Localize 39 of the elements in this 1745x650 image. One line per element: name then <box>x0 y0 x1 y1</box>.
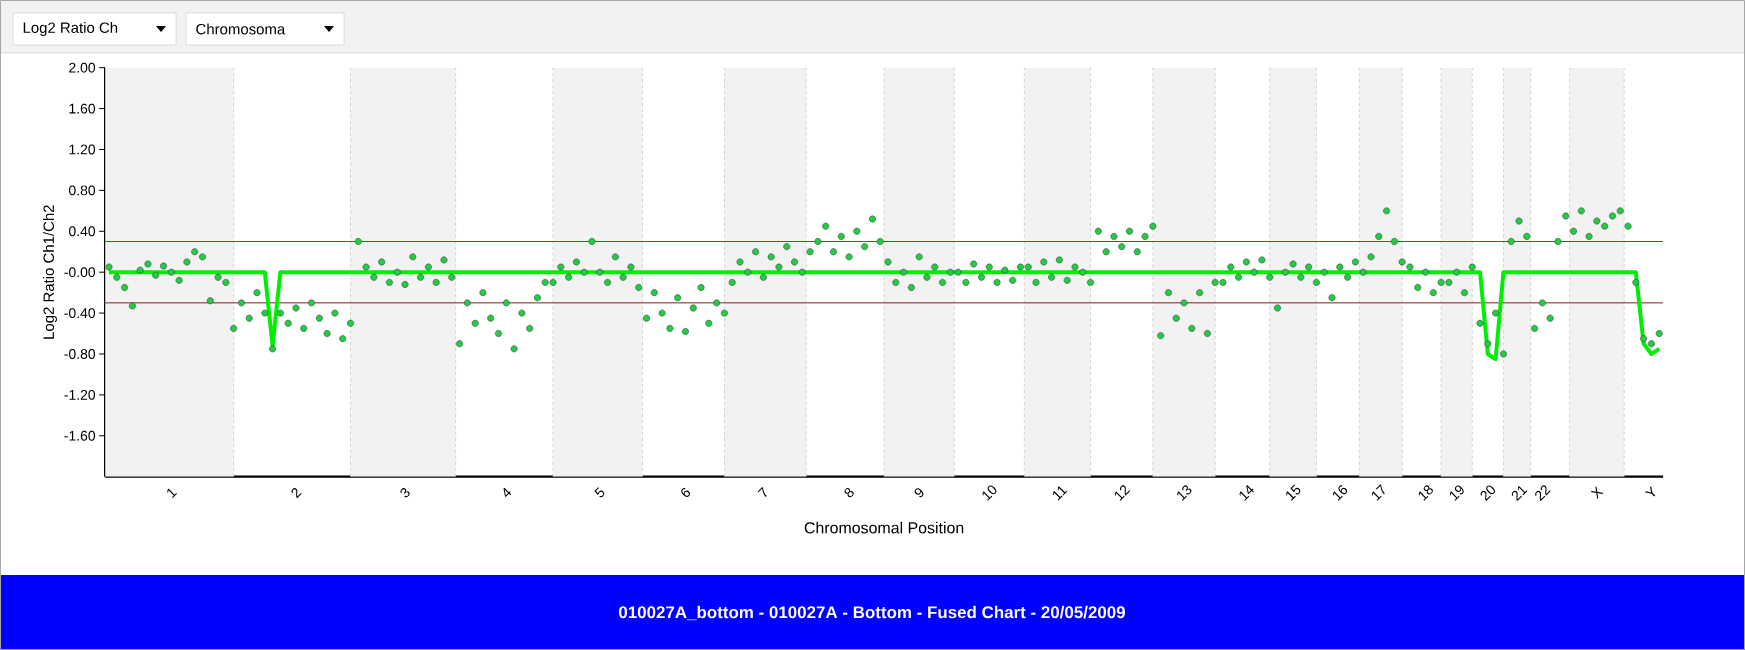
x-tick-label: 2 <box>291 488 302 499</box>
x-tick-label: 19 <box>1449 485 1464 501</box>
x-tick-label: 16 <box>1333 485 1348 501</box>
x-tick-label: 11 <box>1052 486 1068 501</box>
y-tick-label: 1.20 <box>69 144 96 155</box>
y-tick-label: 1.60 <box>69 103 96 114</box>
x-tick-label: X <box>1590 486 1604 500</box>
x-tick-label: 22 <box>1535 485 1551 502</box>
x-tick-label: 9 <box>914 488 924 498</box>
x-tick-label: 8 <box>844 488 854 498</box>
x-tick-label: 15 <box>1286 484 1301 501</box>
x-tick-label: 21 <box>1511 485 1528 502</box>
x-tick-label: 4 <box>503 487 512 497</box>
text: 010027A_bottom - 010027A - Bottom - Fused Chart - 20/05/2009 <box>619 605 1125 621</box>
x-tick-label: 7 <box>757 486 767 497</box>
x-tick-label: 14 <box>1239 484 1254 501</box>
text: Chromosoma <box>196 23 286 35</box>
x-tick-label: 20 <box>1480 485 1495 501</box>
x-axis-title: Chromosomal Position <box>804 521 964 534</box>
text: Log2 Ratio Ch <box>23 22 118 36</box>
x-tick-label: 13 <box>1177 485 1192 501</box>
x-tick-label: 18 <box>1418 485 1433 501</box>
x-tick-label: 3 <box>400 488 410 498</box>
y-axis-title: Log2 Ratio Ch1/Ch2 <box>43 205 57 339</box>
x-tick-label: Y <box>1644 486 1656 497</box>
y-tick-label: -1.20 <box>64 389 96 400</box>
x-tick-label: 6 <box>681 488 691 497</box>
y-tick-label: -0.00 <box>64 267 96 278</box>
y-tick-label: 0.40 <box>69 226 96 237</box>
x-tick-label: 17 <box>1371 484 1385 501</box>
x-tick-label: 1 <box>167 488 177 498</box>
x-tick-label: 10 <box>982 485 997 501</box>
y-tick-label: -0.80 <box>64 349 96 359</box>
y-tick-label: 2.00 <box>69 62 96 73</box>
y-tick-label: 0.80 <box>69 185 96 196</box>
x-tick-label: 12 <box>1114 485 1131 501</box>
y-tick-label: -1.60 <box>64 430 96 441</box>
y-tick-label: -0.40 <box>64 308 96 319</box>
x-tick-label: 5 <box>594 487 605 498</box>
